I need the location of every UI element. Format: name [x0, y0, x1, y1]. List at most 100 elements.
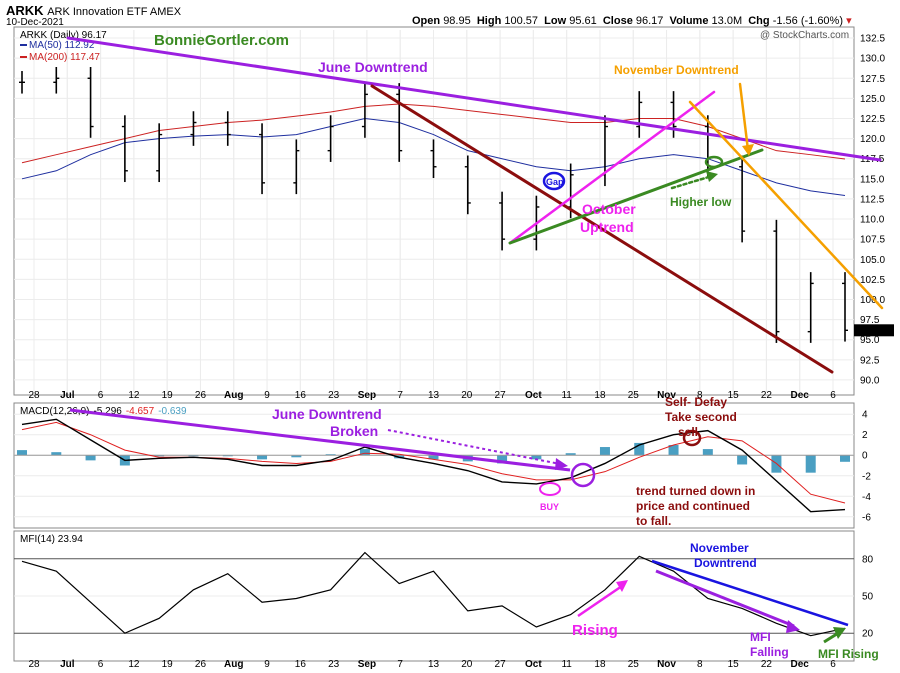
x-tick-label: 20	[461, 390, 473, 401]
x-tick-label: Oct	[525, 390, 542, 401]
macd-tick-label: -6	[862, 512, 871, 523]
june-broken-arrow-head	[555, 458, 568, 470]
x-tick-label: Jul	[60, 659, 75, 670]
mfi-downtrend-label-2: Downtrend	[694, 556, 757, 570]
buy-circle	[539, 482, 561, 496]
annotation-labels: June Downtrend November Downtrend Gap Oc…	[272, 59, 879, 661]
x-tick-label: 20	[461, 659, 473, 670]
macd-histogram-bar	[85, 455, 96, 461]
june-broken-label-2: Broken	[330, 423, 378, 439]
x-tick-label: 8	[697, 659, 703, 670]
volume-label: Volume	[669, 15, 709, 27]
price-tick-label: 110.0	[860, 215, 885, 226]
price-tick-label: 132.5	[860, 34, 885, 45]
x-tick-label: 15	[728, 390, 740, 401]
macd-legend-value: -5.296	[93, 406, 122, 417]
macd-panel	[13, 402, 855, 529]
macd-histogram-bar	[17, 450, 27, 456]
macd-june-downtrend-line	[69, 408, 571, 472]
higher-low-arrow-head	[706, 171, 718, 182]
june-broken-arrow	[387, 429, 561, 465]
x-tick-label: 12	[128, 659, 140, 670]
macd-histogram-bar	[565, 453, 576, 456]
mfi-plot	[21, 551, 846, 637]
x-tick-label: 7	[397, 390, 403, 401]
x-tick-label: Dec	[791, 390, 810, 401]
x-tick-label: 9	[264, 659, 270, 670]
macd-histogram-bar	[257, 455, 268, 460]
x-tick-label: 15	[728, 659, 740, 670]
low-label: Low	[544, 15, 567, 27]
x-tick-label: 8	[697, 390, 703, 401]
macd-legend: MACD(12,26,9) -5.296 -4.657 -0.639	[20, 406, 187, 417]
macd-plot	[14, 418, 854, 513]
macd-legend-hist: -0.639	[158, 406, 187, 417]
x-tick-label: 9	[264, 390, 270, 401]
macd-tick-label: 4	[862, 410, 868, 421]
macd-histogram-bar	[359, 449, 370, 456]
security-name: ARK Innovation ETF AMEX	[47, 6, 182, 18]
x-tick-label: 19	[162, 659, 174, 670]
x-tick-label: 6	[830, 659, 836, 670]
x-tick-label: 25	[628, 659, 640, 670]
ticker: ARKK	[6, 3, 44, 18]
annotations-price	[66, 36, 884, 374]
low-value: 95.61	[569, 15, 597, 27]
macd-histogram-bar	[668, 444, 679, 456]
close-label: Close	[602, 15, 633, 27]
x-tick-label: 22	[761, 390, 773, 401]
x-tick-label: Aug	[224, 659, 243, 670]
x-tick-label: 7	[397, 659, 403, 670]
november-arrow-head	[742, 144, 754, 156]
june-downtrend-line	[66, 36, 882, 162]
rising-label: Rising	[572, 622, 618, 639]
x-tick-label: Aug	[224, 390, 243, 401]
macd-legend-signal: -4.657	[126, 406, 155, 417]
high-label: High	[476, 15, 502, 27]
site-watermark: BonnieGortler.com	[154, 32, 289, 49]
higher-low-arrow	[670, 174, 714, 190]
mfi-tick-label: 50	[862, 592, 874, 603]
price-tick-label: 100.0	[860, 295, 885, 306]
rising-arrow	[577, 584, 623, 618]
chart-date: 10-Dec-2021	[6, 17, 64, 28]
x-tick-label: 11	[561, 659, 572, 670]
x-tick-label: 23	[328, 659, 340, 670]
macd-tick-label: -2	[862, 471, 871, 482]
macd-legend-name: MACD(12,26,9)	[20, 406, 89, 417]
june-downtrend-label: June Downtrend	[318, 59, 428, 75]
x-tick-label: 18	[594, 390, 606, 401]
macd-histogram-bar	[599, 447, 610, 456]
september-downtrend-line	[370, 84, 834, 374]
x-tick-label: 19	[162, 390, 174, 401]
macd-histogram-bar	[154, 455, 165, 457]
macd-histogram-bar	[51, 452, 62, 456]
x-tick-label: 12	[128, 390, 140, 401]
june-broken-label-1: June Downtrend	[272, 406, 382, 422]
x-tick-label: 28	[28, 659, 40, 670]
october-uptrend-line	[508, 90, 716, 245]
last-price-marker	[854, 324, 894, 337]
price-legend: ARKK (Daily) 96.17	[20, 30, 107, 41]
x-tick-label: 27	[495, 659, 507, 670]
buy-label: BUY	[540, 502, 559, 512]
ma50-legend: MA(50) 112.92	[29, 40, 95, 51]
sell-circle	[682, 429, 702, 447]
svg-text:MACD(12,26,9)-5.296-4.657-0.63: MACD(12,26,9) -5.296 -4.657 -0.639	[20, 406, 187, 417]
price-tick-label: 102.5	[860, 275, 885, 286]
macd-cross-circle	[570, 462, 596, 488]
annotations-macd	[69, 408, 702, 496]
macd-histogram-bar	[634, 442, 645, 456]
open-label: Open	[412, 15, 441, 27]
macd-tick-label: 0	[862, 451, 868, 462]
rising-arrow-head	[616, 580, 628, 592]
mfi-rising-arrow-head	[833, 627, 846, 639]
mfi-falling-label-1: MFI	[750, 630, 771, 644]
price-tick-label: 95.0	[860, 335, 880, 346]
change-label: Chg	[748, 15, 770, 27]
x-tick-label: Dec	[791, 659, 810, 670]
trend-label-1: trend turned down in	[636, 484, 755, 498]
macd-histogram-bar	[497, 455, 508, 464]
high-value: 100.57	[504, 15, 539, 27]
